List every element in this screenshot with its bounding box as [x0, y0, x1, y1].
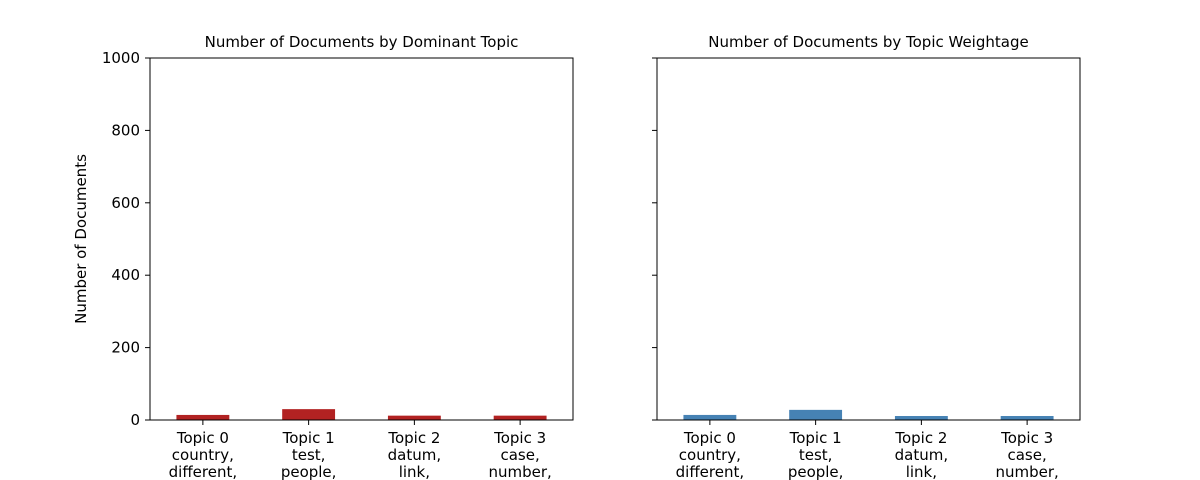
bar-topic-1: [282, 409, 336, 420]
chart-title: Number of Documents by Topic Weightage: [708, 33, 1028, 51]
y-tick-label: 600: [111, 194, 140, 212]
x-tick-label: datum,: [895, 446, 948, 464]
x-tick-label: people,: [281, 463, 337, 480]
x-tick-label: Topic 3: [493, 429, 546, 447]
bar-topic-1: [789, 409, 843, 420]
bar-topic-3: [493, 415, 547, 420]
x-tick-label: Topic 1: [789, 429, 842, 447]
x-tick-label: country,: [679, 446, 741, 464]
x-tick-label: people,: [788, 463, 844, 480]
y-tick-label: 0: [130, 411, 140, 429]
bar-topic-2: [387, 415, 441, 420]
y-tick-label: 1000: [102, 49, 140, 67]
x-tick-label: different,: [676, 463, 744, 480]
chart-dominant-topic: Number of Documents by Dominant Topic 0 20…: [72, 33, 574, 480]
x-tick-label: case,: [500, 446, 539, 464]
y-tick-label: 200: [111, 339, 140, 357]
x-tick-label: country,: [172, 446, 234, 464]
plot-frame: [656, 57, 1081, 421]
x-tick-label: Topic 1: [282, 429, 335, 447]
x-tick-label: number,: [488, 463, 551, 480]
bar-topic-2: [894, 416, 948, 420]
chart-topic-weightage: Number of Documents by Topic Weightage To…: [652, 33, 1081, 480]
chart-title: Number of Documents by Dominant Topic: [205, 33, 519, 51]
bar-topic-0: [176, 414, 230, 420]
y-tick-label: 400: [111, 266, 140, 284]
x-tick-label: test,: [799, 446, 833, 464]
x-tick-label: datum,: [388, 446, 441, 464]
y-tick-label: 800: [111, 121, 140, 139]
x-tick-label: Topic 2: [894, 429, 947, 447]
bar-topic-3: [1000, 416, 1054, 420]
x-tick-label: link,: [906, 463, 937, 480]
x-tick-label: test,: [292, 446, 326, 464]
x-tick-label: case,: [1007, 446, 1046, 464]
bar-topic-0: [683, 414, 737, 420]
x-tick-label: Topic 2: [387, 429, 440, 447]
x-tick-label: Topic 0: [176, 429, 229, 447]
x-tick-label: link,: [399, 463, 430, 480]
plot-frame: [149, 57, 574, 421]
x-tick-label: number,: [995, 463, 1058, 480]
y-axis-label: Number of Documents: [72, 154, 90, 324]
x-tick-label: Topic 0: [683, 429, 736, 447]
x-tick-label: Topic 3: [1000, 429, 1053, 447]
x-tick-label: different,: [169, 463, 237, 480]
